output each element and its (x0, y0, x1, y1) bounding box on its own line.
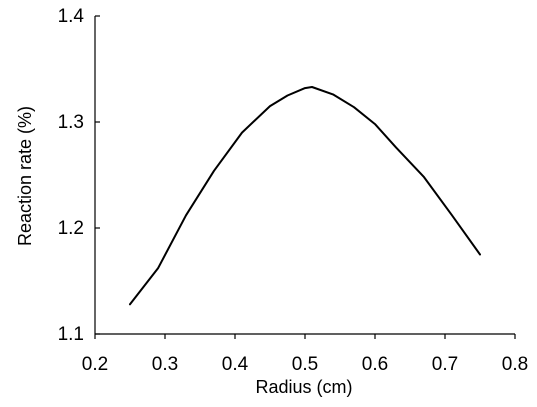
x-tick-label: 0.4 (222, 354, 249, 375)
series-layer (129, 86, 481, 306)
x-tick-label: 0.5 (292, 354, 318, 375)
y-tick-label: 1.4 (58, 6, 85, 27)
series-line (129, 86, 481, 306)
y-tick-label: 1.3 (58, 112, 84, 133)
y-tick-label: 1.2 (58, 218, 84, 239)
x-tick-label: 0.3 (152, 354, 178, 375)
y-tick-label: 1.1 (58, 324, 84, 345)
x-tick-label: 0.6 (362, 354, 388, 375)
x-axis-title: Radius (cm) (255, 377, 352, 397)
ticks: 1.1 1.2 1.3 1.4 0.2 0.3 0.4 0.5 0.6 0.7 0.8 (58, 6, 529, 375)
x-tick-label: 0.2 (82, 354, 108, 375)
x-tick-label: 0.7 (432, 354, 458, 375)
x-tick-label: 0.8 (502, 354, 528, 375)
axes (94, 16, 515, 335)
y-axis-title: Reaction rate (%) (15, 106, 35, 246)
